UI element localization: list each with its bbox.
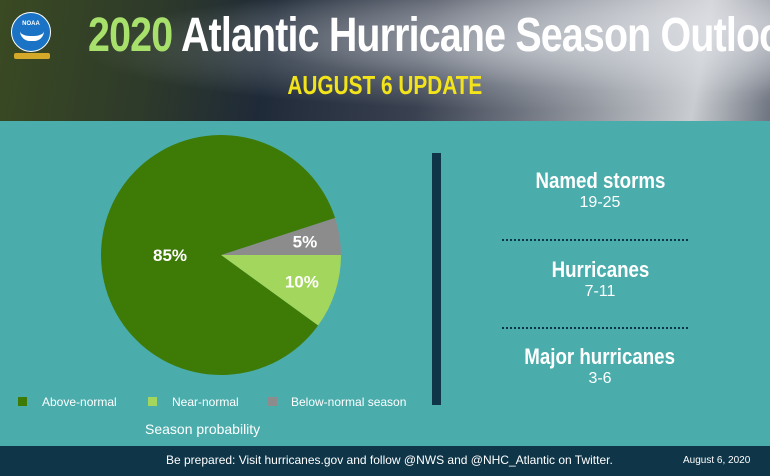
stat-hurricanes: Hurricanes 7-11 (551, 257, 649, 300)
legend-below: Below-normal season (291, 395, 407, 409)
legend-swatch-above (18, 397, 27, 406)
slice-below-normal (221, 217, 341, 255)
legend-near: Near-normal (172, 395, 239, 409)
chart-caption: Season probability (145, 421, 261, 437)
footer-message: Be prepared: Visit hurricanes.gov and fo… (166, 453, 613, 467)
slice-label: 85% (153, 246, 187, 265)
dotted-divider (502, 327, 688, 329)
legend-swatch-near (148, 397, 157, 406)
noaa-logo: NOAA (11, 12, 51, 59)
footer-date: August 6, 2020 (683, 455, 751, 466)
vertical-divider (432, 153, 441, 405)
probability-pie-chart: 5% 10% 85% (101, 135, 341, 375)
slice-near-normal (221, 255, 341, 326)
footer: Be prepared: Visit hurricanes.gov and fo… (0, 446, 770, 476)
header-satellite-banner: NOAA 2020 Atlantic Hurricane Season Outl… (0, 0, 770, 121)
page-subtitle: AUGUST 6 UPDATE (287, 70, 483, 100)
slice-label: 10% (285, 272, 319, 291)
legend-above: Above-normal (42, 395, 117, 409)
satellite-image (0, 0, 770, 121)
stat-named-storms: Named storms 19-25 (535, 168, 665, 211)
slice-label: 5% (293, 233, 318, 252)
slice-above-normal (101, 135, 336, 375)
legend-swatch-below (268, 397, 277, 406)
page-title: 2020 Atlantic Hurricane Season Outlook (88, 9, 770, 62)
dotted-divider (502, 239, 688, 241)
stat-major-hurricanes: Major hurricanes 3-6 (524, 344, 676, 387)
